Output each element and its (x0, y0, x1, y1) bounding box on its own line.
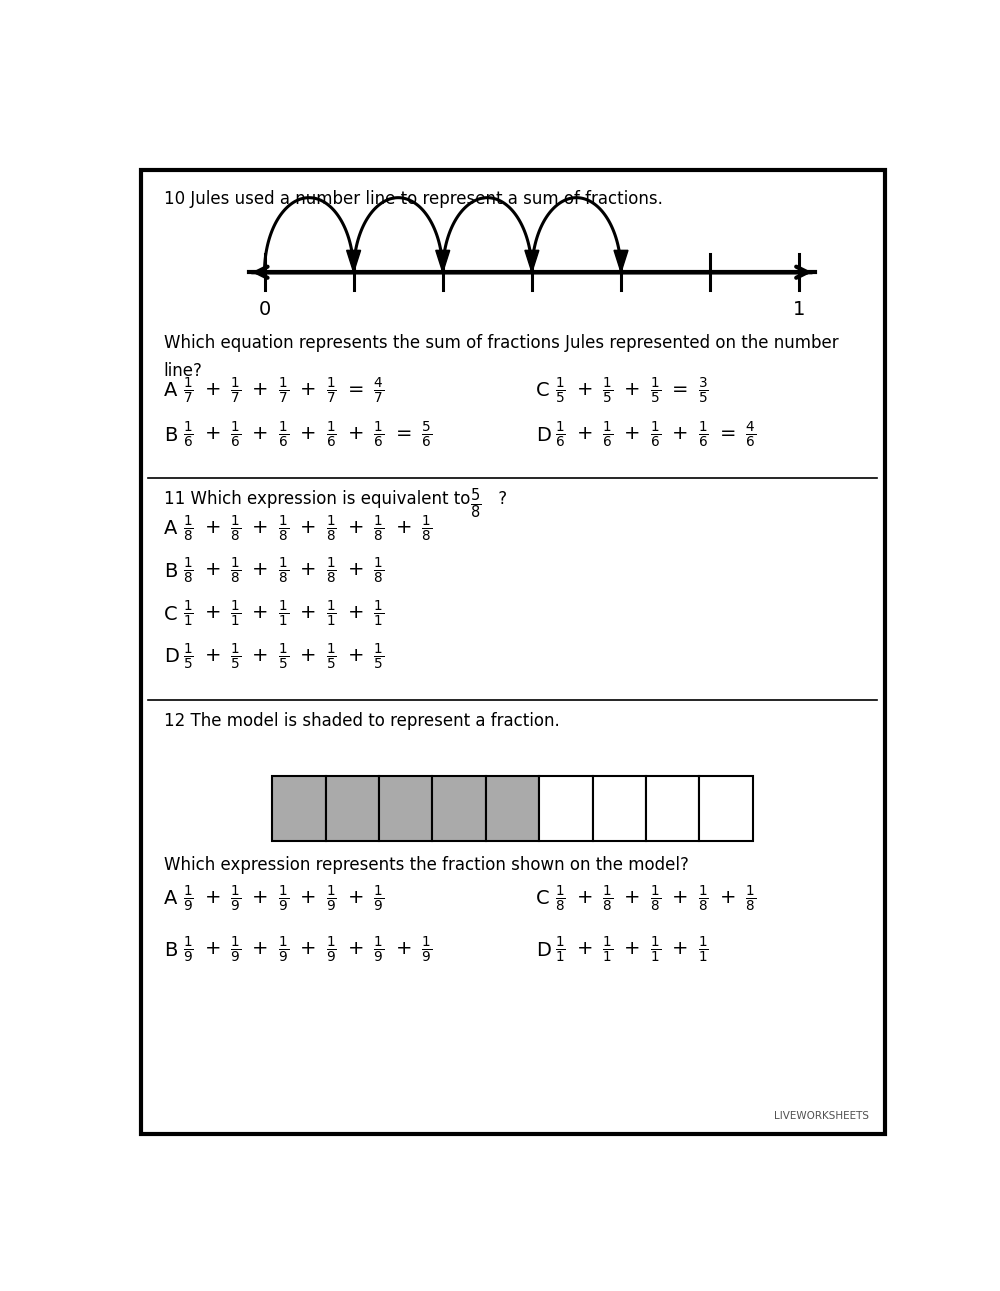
Polygon shape (347, 250, 361, 272)
Text: $\frac{5}{8}$: $\frac{5}{8}$ (470, 487, 481, 522)
Text: 1: 1 (793, 300, 805, 319)
Text: 0: 0 (258, 300, 271, 319)
Polygon shape (614, 250, 628, 272)
Text: $\frac{1}{7}\ +\ \frac{1}{7}\ +\ \frac{1}{7}\ +\ \frac{1}{7}\ =\ \frac{4}{7}$: $\frac{1}{7}\ +\ \frac{1}{7}\ +\ \frac{1… (183, 376, 385, 405)
Text: $\frac{1}{6}\ +\ \frac{1}{6}\ +\ \frac{1}{6}\ +\ \frac{1}{6}\ =\ \frac{4}{6}$: $\frac{1}{6}\ +\ \frac{1}{6}\ +\ \frac{1… (555, 420, 757, 451)
Text: $\frac{1}{6}\ +\ \frac{1}{6}\ +\ \frac{1}{6}\ +\ \frac{1}{6}\ +\ \frac{1}{6}\ =\: $\frac{1}{6}\ +\ \frac{1}{6}\ +\ \frac{1… (183, 420, 432, 451)
Text: $\frac{1}{1}\ +\ \frac{1}{1}\ +\ \frac{1}{1}\ +\ \frac{1}{1}\ +\ \frac{1}{1}$: $\frac{1}{1}\ +\ \frac{1}{1}\ +\ \frac{1… (183, 599, 385, 629)
Bar (486, 776, 539, 840)
Text: $\frac{1}{8}\ +\ \frac{1}{8}\ +\ \frac{1}{8}\ +\ \frac{1}{8}\ +\ \frac{1}{8}\ +\: $\frac{1}{8}\ +\ \frac{1}{8}\ +\ \frac{1… (183, 514, 432, 544)
Text: D: D (536, 426, 551, 444)
Text: B: B (164, 426, 177, 444)
Bar (432, 776, 486, 840)
Bar (272, 776, 326, 840)
Text: B: B (164, 562, 177, 581)
Text: Which equation represents the sum of fractions Jules represented on the number: Which equation represents the sum of fra… (164, 334, 838, 352)
Text: $\frac{1}{8}\ +\ \frac{1}{8}\ +\ \frac{1}{8}\ +\ \frac{1}{8}\ +\ \frac{1}{8}$: $\frac{1}{8}\ +\ \frac{1}{8}\ +\ \frac{1… (555, 883, 757, 914)
Polygon shape (436, 250, 450, 272)
Text: 10 Jules used a number line to represent a sum of fractions.: 10 Jules used a number line to represent… (164, 190, 663, 208)
Text: $\frac{1}{9}\ +\ \frac{1}{9}\ +\ \frac{1}{9}\ +\ \frac{1}{9}\ +\ \frac{1}{9}$: $\frac{1}{9}\ +\ \frac{1}{9}\ +\ \frac{1… (183, 883, 385, 914)
Text: D: D (164, 647, 179, 666)
Text: C: C (536, 381, 549, 400)
Text: LIVEWORKSHEETS: LIVEWORKSHEETS (774, 1112, 869, 1121)
Text: A: A (164, 889, 177, 908)
Bar (379, 776, 432, 840)
Bar (539, 776, 593, 840)
Text: 11 Which expression is equivalent to: 11 Which expression is equivalent to (164, 489, 470, 507)
Text: ?: ? (493, 489, 507, 507)
Text: $\frac{1}{8}\ +\ \frac{1}{8}\ +\ \frac{1}{8}\ +\ \frac{1}{8}\ +\ \frac{1}{8}$: $\frac{1}{8}\ +\ \frac{1}{8}\ +\ \frac{1… (183, 556, 385, 586)
Bar (699, 776, 753, 840)
Bar (326, 776, 379, 840)
Text: $\frac{1}{1}\ +\ \frac{1}{1}\ +\ \frac{1}{1}\ +\ \frac{1}{1}$: $\frac{1}{1}\ +\ \frac{1}{1}\ +\ \frac{1… (555, 935, 709, 966)
Text: $\frac{1}{5}\ +\ \frac{1}{5}\ +\ \frac{1}{5}\ =\ \frac{3}{5}$: $\frac{1}{5}\ +\ \frac{1}{5}\ +\ \frac{1… (555, 376, 709, 405)
Text: A: A (164, 519, 177, 538)
Bar (646, 776, 699, 840)
Text: C: C (164, 604, 177, 624)
Text: B: B (164, 941, 177, 959)
Text: line?: line? (164, 361, 203, 380)
Text: 12 The model is shaded to represent a fraction.: 12 The model is shaded to represent a fr… (164, 711, 560, 729)
Bar (593, 776, 646, 840)
Text: D: D (536, 941, 551, 959)
Polygon shape (525, 250, 539, 272)
Text: C: C (536, 889, 549, 908)
Text: $\frac{1}{5}\ +\ \frac{1}{5}\ +\ \frac{1}{5}\ +\ \frac{1}{5}\ +\ \frac{1}{5}$: $\frac{1}{5}\ +\ \frac{1}{5}\ +\ \frac{1… (183, 642, 385, 671)
Text: $\frac{1}{9}\ +\ \frac{1}{9}\ +\ \frac{1}{9}\ +\ \frac{1}{9}\ +\ \frac{1}{9}\ +\: $\frac{1}{9}\ +\ \frac{1}{9}\ +\ \frac{1… (183, 935, 432, 966)
Text: Which expression represents the fraction shown on the model?: Which expression represents the fraction… (164, 856, 689, 874)
Text: A: A (164, 381, 177, 400)
